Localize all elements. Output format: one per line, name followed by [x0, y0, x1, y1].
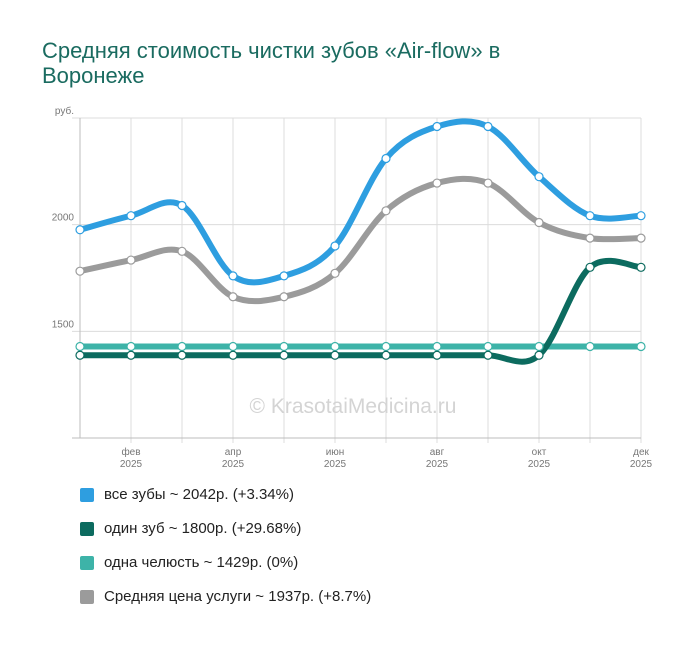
legend-item[interactable]: все зубы ~ 2042р. (+3.34%)	[80, 486, 371, 503]
data-point[interactable]	[381, 341, 391, 352]
data-point[interactable]	[177, 200, 187, 211]
series-lines	[77, 118, 644, 365]
legend-swatch	[80, 487, 94, 502]
data-point[interactable]	[75, 225, 85, 235]
x-tick-label: апр 2025	[222, 447, 245, 470]
data-point[interactable]	[75, 341, 85, 352]
data-point[interactable]	[636, 233, 646, 243]
data-point[interactable]	[177, 350, 187, 360]
data-point[interactable]	[75, 350, 85, 360]
data-point[interactable]	[483, 350, 493, 360]
data-point[interactable]	[126, 255, 136, 265]
y-axis-labels: руб. 2000 1500	[52, 105, 75, 330]
data-point[interactable]	[483, 121, 493, 132]
legend: все зубы ~ 2042р. (+3.34%) один зуб ~ 180…	[80, 486, 371, 622]
legend-label: Средняя цена услуги ~ 1937р. (+8.7%)	[104, 588, 372, 605]
data-point[interactable]	[279, 271, 289, 281]
y-tick-label: 1500	[52, 319, 75, 330]
data-point[interactable]	[432, 178, 442, 188]
legend-label: одна челюсть ~ 1429р. (0%)	[104, 554, 299, 571]
y-tick-label: 2000	[52, 213, 75, 224]
data-point[interactable]	[585, 233, 595, 243]
data-point[interactable]	[432, 350, 442, 360]
data-point[interactable]	[126, 341, 136, 352]
data-point[interactable]	[330, 350, 340, 360]
data-point[interactable]	[126, 211, 136, 221]
data-point[interactable]	[177, 341, 187, 352]
data-point[interactable]	[636, 211, 646, 221]
legend-swatch	[80, 589, 94, 604]
data-point[interactable]	[75, 266, 85, 276]
data-point[interactable]	[228, 292, 238, 302]
x-tick-label: дек 2025	[630, 447, 653, 470]
data-point[interactable]	[279, 350, 289, 360]
y-tick-label: руб.	[55, 105, 74, 117]
data-point[interactable]	[483, 341, 493, 352]
chart-title: Средняя стоимость чистки зубов «Air-flow…	[42, 38, 501, 88]
legend-swatch	[80, 555, 94, 570]
data-point[interactable]	[126, 350, 136, 360]
x-tick-label: фев 2025	[120, 446, 143, 470]
grid-lines	[72, 117, 642, 443]
legend-item[interactable]: один зуб ~ 1800р. (+29.68%)	[80, 520, 371, 537]
x-tick-label: окт 2025	[528, 447, 551, 470]
x-axis-labels: фев 2025 апр 2025 июн 2025 авг 2025 окт 2025 дек 20…	[120, 446, 653, 470]
data-point[interactable]	[381, 206, 391, 216]
data-point[interactable]	[330, 268, 340, 278]
legend-label: все зубы ~ 2042р. (+3.34%)	[104, 486, 294, 503]
data-point[interactable]	[534, 350, 544, 360]
data-point[interactable]	[432, 341, 442, 352]
data-point[interactable]	[381, 350, 391, 360]
data-point[interactable]	[432, 121, 442, 132]
data-point[interactable]	[534, 217, 544, 228]
data-point[interactable]	[381, 153, 391, 164]
series-markers	[75, 121, 646, 360]
series-line-0	[77, 118, 644, 286]
plot-area: руб. 2000 1500 фев 2025 апр 2025 июн 2025 авг 202…	[52, 105, 653, 470]
data-point[interactable]	[177, 246, 187, 256]
legend-item[interactable]: одна челюсть ~ 1429р. (0%)	[80, 554, 371, 571]
legend-swatch	[80, 521, 94, 536]
data-point[interactable]	[279, 292, 289, 302]
data-point[interactable]	[228, 271, 238, 281]
data-point[interactable]	[585, 262, 595, 272]
data-point[interactable]	[483, 178, 493, 188]
data-point[interactable]	[279, 341, 289, 352]
legend-item[interactable]: Средняя цена услуги ~ 1937р. (+8.7%)	[80, 588, 371, 605]
data-point[interactable]	[330, 241, 340, 251]
data-point[interactable]	[534, 172, 544, 182]
data-point[interactable]	[636, 341, 646, 352]
data-point[interactable]	[585, 341, 595, 352]
data-point[interactable]	[228, 350, 238, 360]
x-tick-label: авг 2025	[426, 447, 449, 470]
watermark-text: © KrasotaiMedicina.ru	[250, 395, 457, 418]
data-point[interactable]	[228, 341, 238, 352]
data-point[interactable]	[636, 262, 646, 272]
data-point[interactable]	[534, 341, 544, 352]
legend-label: один зуб ~ 1800р. (+29.68%)	[104, 520, 302, 537]
data-point[interactable]	[585, 211, 595, 221]
data-point[interactable]	[330, 341, 340, 352]
x-tick-label: июн 2025	[324, 447, 347, 470]
